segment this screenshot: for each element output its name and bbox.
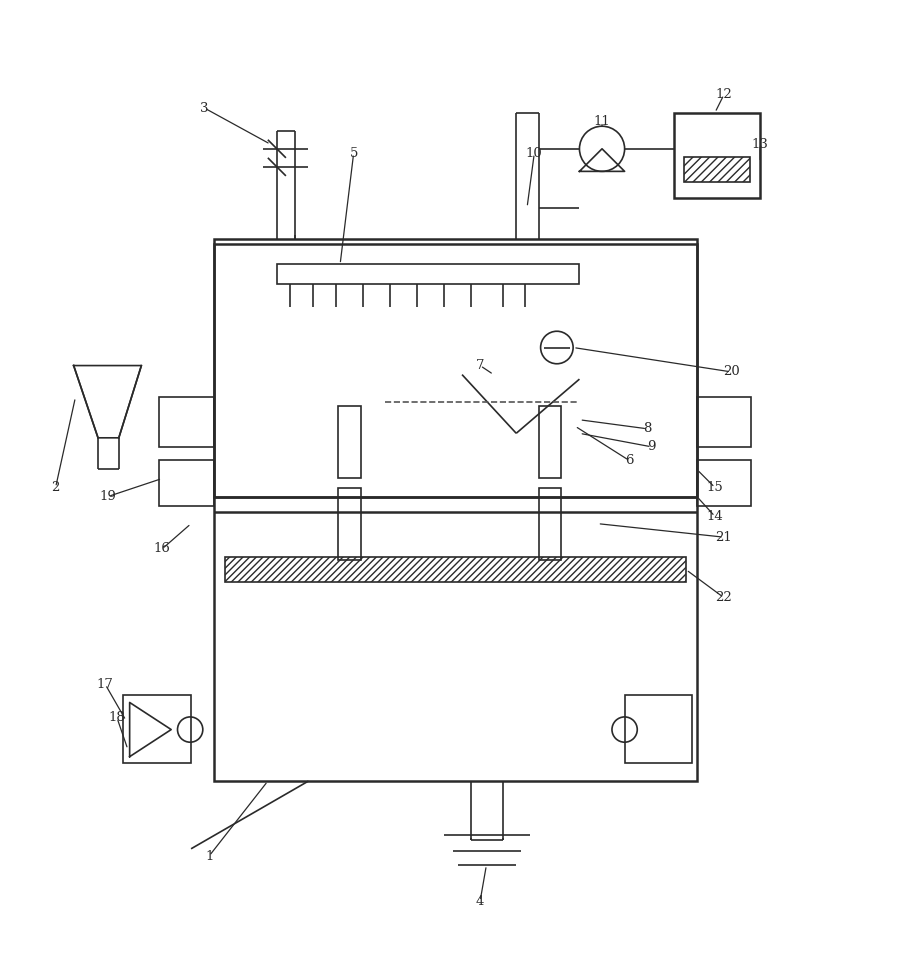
Bar (539, 407, 562, 479)
Text: 4: 4 (476, 895, 485, 908)
Text: 16: 16 (154, 542, 170, 556)
Text: 7: 7 (476, 359, 485, 372)
Text: 2: 2 (52, 481, 60, 494)
Text: 5: 5 (350, 147, 358, 160)
Text: 9: 9 (648, 441, 656, 453)
Bar (674, 113, 760, 199)
Bar (214, 244, 697, 781)
Text: 21: 21 (716, 530, 732, 544)
Bar (214, 239, 697, 496)
Text: 15: 15 (707, 481, 723, 494)
Bar (539, 488, 562, 560)
Text: 11: 11 (593, 115, 611, 128)
Text: 6: 6 (625, 454, 633, 467)
Bar (123, 695, 191, 763)
Bar (697, 397, 751, 447)
Bar (624, 695, 692, 763)
Bar (684, 157, 750, 182)
Text: 8: 8 (643, 422, 651, 435)
Text: 14: 14 (707, 510, 723, 523)
Bar (338, 407, 361, 479)
Bar (159, 460, 214, 506)
Text: 19: 19 (100, 490, 116, 503)
Text: 22: 22 (716, 591, 732, 604)
Text: 10: 10 (525, 147, 543, 160)
Text: 12: 12 (716, 88, 732, 101)
Text: 13: 13 (752, 137, 768, 151)
Text: 1: 1 (205, 849, 213, 863)
Bar (226, 557, 686, 582)
Text: 20: 20 (723, 366, 739, 378)
Bar (338, 488, 361, 560)
Text: 17: 17 (97, 678, 113, 691)
Bar (697, 460, 751, 506)
Text: 3: 3 (200, 101, 209, 115)
Bar (277, 264, 580, 285)
Bar (159, 397, 214, 447)
Text: 18: 18 (109, 712, 125, 724)
